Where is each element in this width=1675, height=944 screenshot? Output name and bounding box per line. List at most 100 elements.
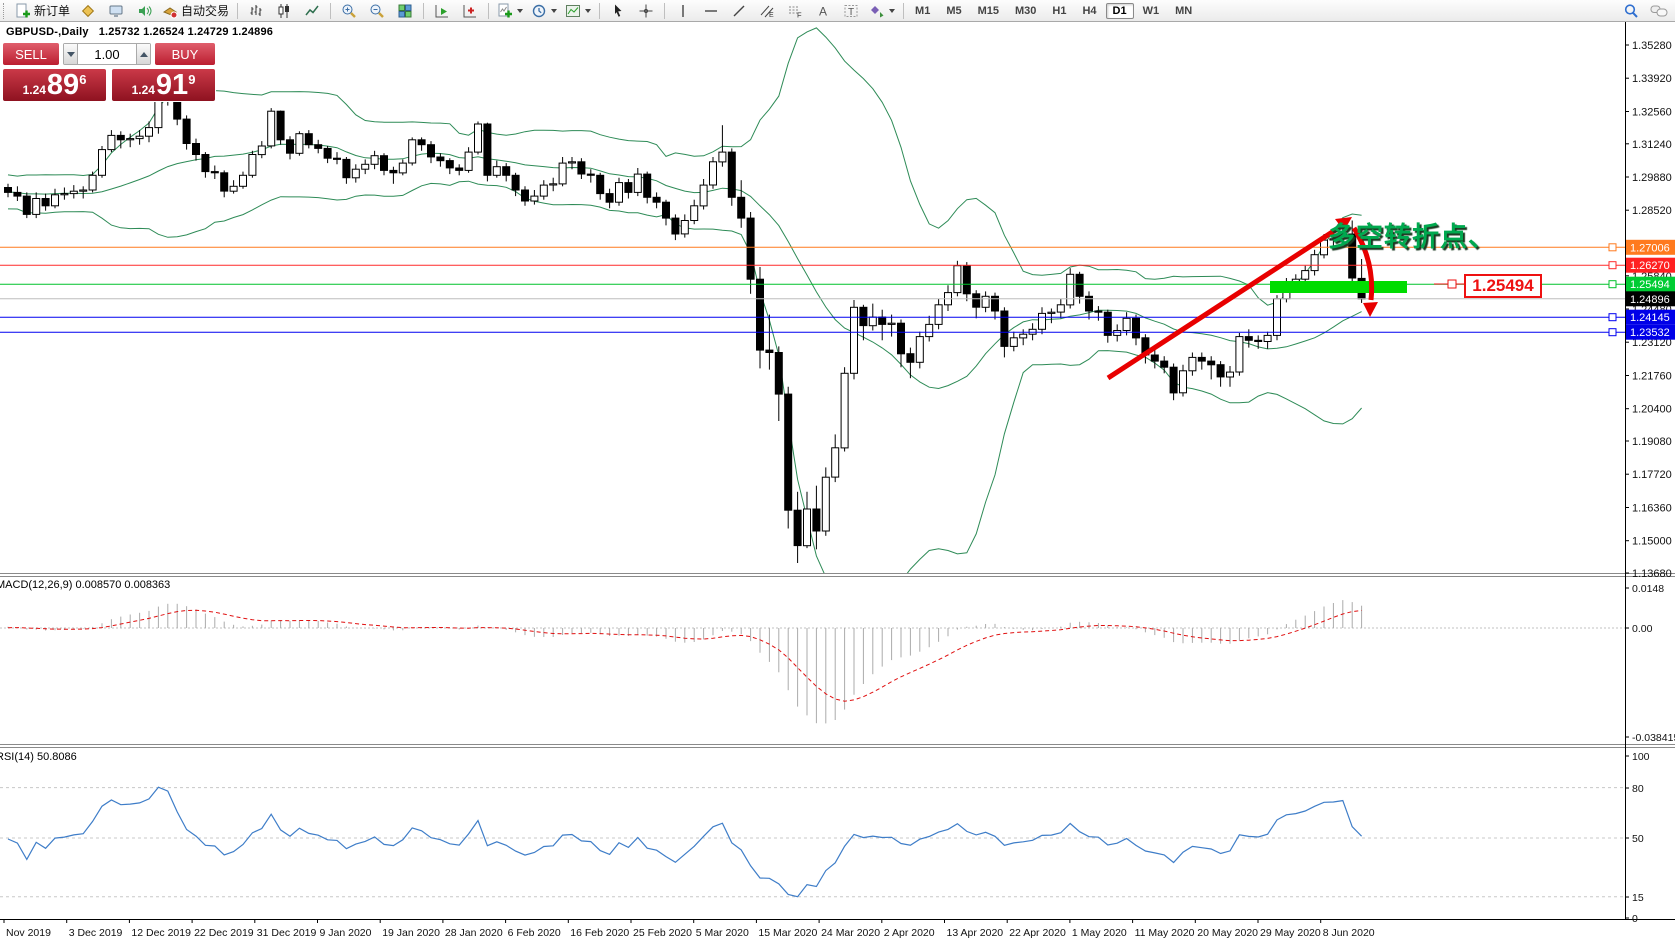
tile-windows-button[interactable] bbox=[391, 1, 419, 21]
one-click-trading-panel: SELL 1.00 BUY 1.24 89 6 1.24 91 9 bbox=[2, 42, 216, 102]
line-end-marker[interactable] bbox=[1608, 280, 1617, 289]
tile-windows-icon bbox=[398, 4, 412, 17]
line-chart-button[interactable] bbox=[298, 1, 326, 21]
svg-text:1.35280: 1.35280 bbox=[1632, 40, 1672, 52]
price-label-1.27006 bbox=[1626, 239, 1675, 255]
price-label-1.25494 bbox=[1626, 276, 1675, 292]
candles bbox=[4, 88, 1366, 563]
panel-separator[interactable] bbox=[0, 573, 1675, 574]
fibonacci-button[interactable]: F bbox=[781, 1, 809, 21]
templates-button[interactable] bbox=[561, 1, 595, 21]
alerts-button[interactable] bbox=[130, 1, 158, 21]
auto-scroll-button[interactable] bbox=[428, 1, 456, 21]
timeframe-button-W1[interactable]: W1 bbox=[1142, 4, 1160, 17]
bollinger-lower-band bbox=[7, 180, 1362, 573]
timeframe-button-M1[interactable]: M1 bbox=[915, 4, 931, 17]
dropdown-caret bbox=[551, 8, 558, 13]
sell-button[interactable]: SELL bbox=[2, 42, 60, 66]
panel-separator[interactable] bbox=[0, 576, 1675, 577]
svg-text:1.33920: 1.33920 bbox=[1632, 73, 1672, 85]
text-icon: A bbox=[819, 4, 827, 18]
svg-text:1.23532: 1.23532 bbox=[1630, 327, 1670, 339]
svg-text:9 Jan 2020: 9 Jan 2020 bbox=[320, 927, 372, 939]
macd-panel bbox=[0, 600, 1625, 724]
crosshair-button[interactable] bbox=[632, 1, 660, 21]
line-end-marker[interactable] bbox=[1608, 328, 1617, 337]
timeframe-button-M5[interactable]: M5 bbox=[946, 4, 962, 17]
sell-price-big: 89 bbox=[46, 69, 80, 101]
bar-chart-button[interactable] bbox=[242, 1, 270, 21]
price-callout-box[interactable]: 1.25494 bbox=[1464, 274, 1542, 298]
timeframe-group: M1 M5 M15 M30 H1 H4 D1 W1 MN bbox=[908, 2, 1199, 19]
toolbar-separator bbox=[423, 2, 425, 19]
data-window-button[interactable] bbox=[102, 1, 130, 21]
sell-price-button[interactable]: 1.24 89 6 bbox=[2, 68, 107, 102]
svg-text:1.15000: 1.15000 bbox=[1632, 536, 1672, 548]
market-watch-icon bbox=[81, 4, 95, 17]
trendline-button[interactable] bbox=[725, 1, 753, 21]
new-order-button[interactable]: 新订单 bbox=[11, 1, 74, 21]
text-button[interactable]: A bbox=[809, 1, 837, 21]
timeframe-button-MN[interactable]: MN bbox=[1175, 4, 1193, 17]
market-watch-button[interactable] bbox=[74, 1, 102, 21]
equidistant-channel-button[interactable]: E bbox=[753, 1, 781, 21]
chart-shift-button[interactable] bbox=[456, 1, 484, 21]
line-end-marker[interactable] bbox=[1608, 313, 1617, 322]
bollinger-middle-band bbox=[7, 143, 1362, 390]
bar-chart-icon bbox=[250, 4, 262, 16]
indicators-icon bbox=[498, 3, 513, 17]
rsi-axis: 100 80 50 15 0 bbox=[1625, 751, 1650, 925]
cursor-button[interactable] bbox=[604, 1, 632, 21]
buy-button[interactable]: BUY bbox=[154, 42, 216, 66]
vertical-line-button[interactable] bbox=[669, 1, 697, 21]
volume-input[interactable]: 1.00 bbox=[78, 43, 136, 65]
timeframe-button-H4[interactable]: H4 bbox=[1082, 4, 1097, 17]
line-end-marker[interactable] bbox=[1608, 261, 1617, 270]
arrows-button[interactable] bbox=[865, 1, 899, 21]
svg-text:15 Mar 2020: 15 Mar 2020 bbox=[758, 927, 817, 939]
date-axis[interactable]: Nov 2019 3 Dec 2019 12 Dec 2019 22 Dec 2019… bbox=[3, 919, 1375, 939]
svg-text:3 Dec 2019: 3 Dec 2019 bbox=[69, 927, 123, 939]
alerts-icon bbox=[139, 5, 152, 16]
volume-stepper: 1.00 bbox=[62, 42, 152, 66]
svg-text:16 Feb 2020: 16 Feb 2020 bbox=[570, 927, 629, 939]
search-button[interactable] bbox=[1617, 1, 1645, 21]
horizontal-line-button[interactable] bbox=[697, 1, 725, 21]
cursor-icon bbox=[615, 4, 622, 17]
indicators-button[interactable] bbox=[493, 1, 527, 21]
timeframe-button-H1[interactable]: H1 bbox=[1052, 4, 1067, 17]
zoom-out-button[interactable] bbox=[363, 1, 391, 21]
svg-text:1.23120: 1.23120 bbox=[1632, 337, 1672, 349]
trend-arrows[interactable] bbox=[1106, 217, 1378, 381]
timeframe-button-M15[interactable]: M15 bbox=[977, 4, 999, 17]
chat-button[interactable] bbox=[1645, 1, 1673, 21]
macd-label: MACD(12,26,9) 0.008570 0.008363 bbox=[0, 579, 171, 591]
volume-decrease-button[interactable] bbox=[63, 43, 78, 65]
timeframe-button-D1[interactable]: D1 bbox=[1105, 2, 1134, 19]
panel-separator[interactable] bbox=[0, 747, 1675, 748]
price-label-1.26270 bbox=[1626, 257, 1675, 273]
text-label-button[interactable]: T bbox=[837, 1, 865, 21]
periods-button[interactable] bbox=[527, 1, 561, 21]
green-zone-annotation[interactable] bbox=[1270, 281, 1407, 293]
autotrading-icon bbox=[162, 6, 178, 18]
panel-separator[interactable] bbox=[0, 744, 1675, 745]
svg-text:1.17720: 1.17720 bbox=[1632, 469, 1672, 481]
volume-increase-button[interactable] bbox=[136, 43, 151, 65]
svg-text:A: A bbox=[819, 4, 827, 18]
down-arrow-icon bbox=[66, 51, 75, 57]
svg-text:1.19080: 1.19080 bbox=[1632, 436, 1672, 448]
autotrading-button[interactable]: 自动交易 bbox=[158, 1, 233, 21]
line-end-marker[interactable] bbox=[1608, 243, 1617, 252]
candlestick-chart-button[interactable] bbox=[270, 1, 298, 21]
line-chart-icon bbox=[305, 5, 319, 15]
zoom-in-button[interactable] bbox=[335, 1, 363, 21]
svg-text:1.13680: 1.13680 bbox=[1632, 568, 1672, 580]
horizontal-level-lines[interactable] bbox=[0, 246, 1625, 333]
timeframe-button-M30[interactable]: M30 bbox=[1015, 4, 1037, 17]
toolbar-separator bbox=[599, 2, 601, 19]
symbol-period-title: GBPUSD-,Daily bbox=[6, 26, 89, 38]
svg-text:12 Dec 2019: 12 Dec 2019 bbox=[131, 927, 191, 939]
buy-price-button[interactable]: 1.24 91 9 bbox=[111, 68, 216, 102]
